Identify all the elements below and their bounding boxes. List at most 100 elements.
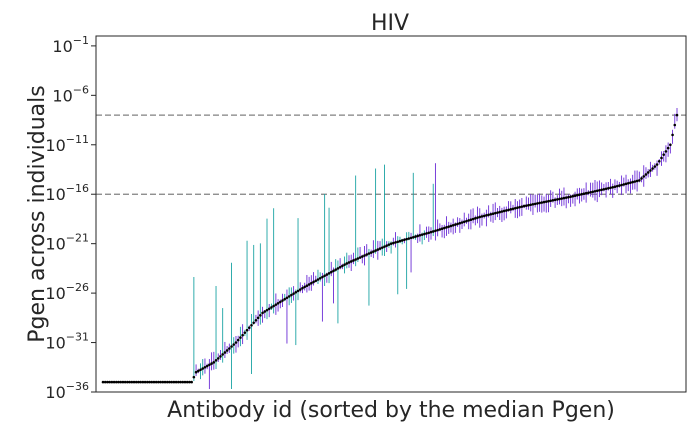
median-point [651, 167, 654, 170]
median-point [101, 380, 105, 384]
median-point [434, 229, 437, 233]
median-point [476, 216, 479, 219]
median-point [154, 380, 158, 384]
median-point [329, 270, 333, 274]
median-point [513, 206, 517, 210]
median-point [609, 186, 612, 190]
median-point [629, 181, 632, 184]
median-point [411, 235, 415, 239]
median-point [538, 201, 541, 205]
median-point [416, 234, 420, 238]
median-point [223, 351, 227, 354]
median-point [675, 113, 679, 117]
median-point [274, 303, 278, 306]
median-point [305, 284, 309, 287]
median-point [394, 241, 397, 244]
median-point [181, 380, 185, 384]
median-point [456, 222, 459, 226]
median-point [635, 179, 639, 183]
median-point [106, 380, 109, 384]
median-point [121, 380, 125, 384]
median-point [378, 247, 382, 250]
median-point [662, 153, 666, 156]
median-point [587, 191, 590, 195]
median-point [640, 177, 643, 180]
chart-title: HIV [371, 11, 409, 36]
median-point [542, 200, 546, 204]
median-point [385, 244, 388, 247]
median-point [283, 297, 287, 301]
median-point [491, 212, 495, 216]
median-point [467, 219, 470, 222]
median-point [516, 206, 519, 210]
median-point [312, 280, 315, 284]
median-point [352, 259, 355, 262]
median-point [103, 380, 107, 384]
median-point [567, 195, 570, 199]
median-point [595, 189, 599, 193]
data-marks [101, 107, 679, 390]
median-point [409, 236, 413, 240]
median-point [649, 169, 652, 172]
median-point [400, 239, 404, 242]
median-point [250, 323, 253, 327]
median-point [646, 171, 650, 174]
y-tick-label: 10−21 [45, 232, 89, 254]
median-point [314, 279, 318, 283]
median-point [276, 301, 280, 305]
median-point [168, 380, 171, 384]
median-point [520, 205, 524, 208]
median-point [108, 380, 111, 384]
median-point [245, 328, 249, 332]
median-point [343, 263, 346, 266]
median-point [210, 362, 213, 365]
median-point [414, 235, 417, 238]
median-point [462, 220, 466, 224]
median-point [190, 380, 193, 384]
median-point [638, 179, 641, 182]
median-point [620, 183, 623, 187]
median-point [449, 224, 453, 228]
median-point [347, 261, 351, 264]
median-point [285, 296, 289, 300]
median-point [272, 304, 275, 308]
median-point [580, 192, 584, 196]
median-point [602, 187, 606, 191]
median-point [562, 196, 566, 200]
median-point [232, 343, 236, 346]
median-point [582, 192, 586, 196]
median-point [323, 274, 326, 278]
median-point [367, 252, 371, 255]
median-point [498, 210, 502, 214]
median-point [575, 193, 579, 197]
median-point [536, 202, 539, 205]
median-point [336, 267, 340, 270]
median-point [589, 190, 592, 194]
median-point [236, 338, 240, 342]
median-point [174, 380, 178, 384]
median-point [270, 306, 273, 309]
median-point [126, 380, 129, 384]
median-point [117, 380, 120, 384]
median-point [509, 208, 513, 211]
median-point [358, 256, 362, 259]
y-axis-label: Pgen across individuals [25, 85, 50, 342]
median-point [445, 226, 448, 229]
median-point [660, 156, 663, 160]
median-point [496, 211, 499, 214]
median-point [511, 207, 515, 211]
median-point [287, 295, 291, 298]
median-point [380, 246, 384, 249]
median-point [392, 241, 395, 245]
median-point [615, 184, 619, 188]
median-point [161, 380, 165, 384]
median-point [407, 237, 411, 240]
median-point [549, 199, 552, 203]
median-point [219, 355, 222, 358]
median-point [507, 208, 510, 212]
median-point [132, 380, 136, 384]
median-point [165, 380, 169, 384]
median-point [600, 188, 603, 192]
median-point [425, 232, 428, 235]
